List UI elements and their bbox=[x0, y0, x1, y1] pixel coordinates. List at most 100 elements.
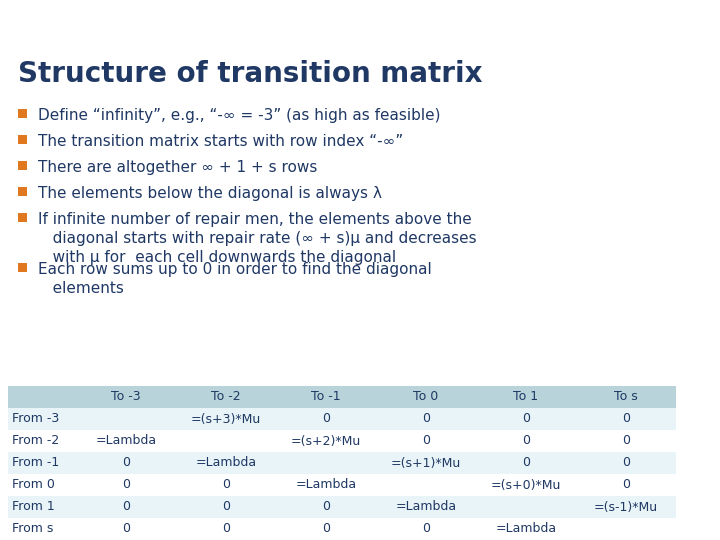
Text: To -2: To -2 bbox=[211, 390, 240, 403]
Bar bbox=[8, 474, 76, 496]
Text: From 0: From 0 bbox=[12, 478, 55, 491]
Bar bbox=[8, 386, 76, 408]
Text: =Lambda: =Lambda bbox=[395, 501, 456, 514]
Bar bbox=[76, 452, 176, 474]
Text: 0: 0 bbox=[122, 523, 130, 536]
Text: =Lambda: =Lambda bbox=[195, 456, 256, 469]
FancyBboxPatch shape bbox=[18, 161, 27, 170]
Bar bbox=[576, 452, 676, 474]
Text: Structure of transition matrix: Structure of transition matrix bbox=[18, 60, 482, 88]
Text: To s: To s bbox=[614, 390, 638, 403]
Text: 0: 0 bbox=[222, 523, 230, 536]
Text: 0: 0 bbox=[222, 501, 230, 514]
Text: 0: 0 bbox=[322, 501, 330, 514]
Bar bbox=[276, 430, 376, 452]
Text: 0: 0 bbox=[622, 413, 630, 426]
Bar bbox=[176, 386, 276, 408]
FancyBboxPatch shape bbox=[18, 109, 27, 118]
FancyBboxPatch shape bbox=[18, 135, 27, 144]
Bar bbox=[8, 408, 76, 430]
Bar bbox=[176, 408, 276, 430]
Text: To 0: To 0 bbox=[413, 390, 438, 403]
Text: 0: 0 bbox=[122, 501, 130, 514]
Text: To 1: To 1 bbox=[513, 390, 539, 403]
Bar bbox=[276, 408, 376, 430]
Text: 0: 0 bbox=[622, 478, 630, 491]
Bar bbox=[176, 430, 276, 452]
Bar bbox=[8, 452, 76, 474]
Text: =(s+0)*Mu: =(s+0)*Mu bbox=[491, 478, 561, 491]
Text: The elements below the diagonal is always λ: The elements below the diagonal is alway… bbox=[38, 186, 382, 201]
Bar bbox=[376, 386, 476, 408]
Bar bbox=[176, 474, 276, 496]
FancyBboxPatch shape bbox=[18, 213, 27, 222]
Bar bbox=[276, 386, 376, 408]
Text: From 1: From 1 bbox=[12, 501, 55, 514]
Bar bbox=[376, 496, 476, 518]
Bar bbox=[76, 408, 176, 430]
Text: 0: 0 bbox=[622, 456, 630, 469]
Bar bbox=[76, 518, 176, 540]
Bar bbox=[276, 452, 376, 474]
Text: =Lambda: =Lambda bbox=[495, 523, 557, 536]
Bar bbox=[176, 452, 276, 474]
Text: 0: 0 bbox=[322, 413, 330, 426]
Text: To -3: To -3 bbox=[111, 390, 141, 403]
Bar bbox=[576, 518, 676, 540]
Text: =Lambda: =Lambda bbox=[96, 435, 156, 448]
Bar bbox=[576, 386, 676, 408]
FancyBboxPatch shape bbox=[18, 263, 27, 272]
Bar bbox=[76, 430, 176, 452]
Text: 0: 0 bbox=[422, 523, 430, 536]
Text: From -1: From -1 bbox=[12, 456, 59, 469]
Bar bbox=[376, 474, 476, 496]
Text: =(s+1)*Mu: =(s+1)*Mu bbox=[391, 456, 461, 469]
FancyBboxPatch shape bbox=[18, 187, 27, 196]
Text: =(s+2)*Mu: =(s+2)*Mu bbox=[291, 435, 361, 448]
Bar bbox=[276, 474, 376, 496]
Bar bbox=[176, 496, 276, 518]
Text: 0: 0 bbox=[122, 456, 130, 469]
Bar bbox=[376, 430, 476, 452]
Bar bbox=[476, 430, 576, 452]
Bar bbox=[8, 518, 76, 540]
Text: 0: 0 bbox=[522, 413, 530, 426]
Bar bbox=[276, 518, 376, 540]
Bar bbox=[376, 408, 476, 430]
Bar bbox=[476, 386, 576, 408]
Text: =Lambda: =Lambda bbox=[295, 478, 356, 491]
Bar bbox=[76, 386, 176, 408]
Text: 0: 0 bbox=[222, 478, 230, 491]
Bar bbox=[576, 496, 676, 518]
Text: From -3: From -3 bbox=[12, 413, 59, 426]
Bar bbox=[76, 474, 176, 496]
Bar bbox=[376, 452, 476, 474]
Text: From -2: From -2 bbox=[12, 435, 59, 448]
Bar bbox=[8, 430, 76, 452]
Text: 0: 0 bbox=[422, 413, 430, 426]
Text: 0: 0 bbox=[522, 435, 530, 448]
Bar bbox=[376, 518, 476, 540]
Bar bbox=[76, 496, 176, 518]
Text: Define “infinity”, e.g., “-∞ = -3” (as high as feasible): Define “infinity”, e.g., “-∞ = -3” (as h… bbox=[38, 108, 441, 123]
Text: 0: 0 bbox=[322, 523, 330, 536]
Text: 0: 0 bbox=[122, 478, 130, 491]
Text: 0: 0 bbox=[422, 435, 430, 448]
Bar bbox=[276, 496, 376, 518]
Bar bbox=[176, 518, 276, 540]
Bar bbox=[576, 408, 676, 430]
Bar bbox=[8, 496, 76, 518]
Text: If infinite number of repair men, the elements above the
   diagonal starts with: If infinite number of repair men, the el… bbox=[38, 212, 477, 265]
Bar bbox=[476, 408, 576, 430]
Bar bbox=[576, 430, 676, 452]
Text: 0: 0 bbox=[522, 456, 530, 469]
Bar bbox=[476, 518, 576, 540]
Text: Each row sums up to 0 in order to find the diagonal
   elements: Each row sums up to 0 in order to find t… bbox=[38, 262, 432, 296]
Bar bbox=[476, 496, 576, 518]
Text: From s: From s bbox=[12, 523, 53, 536]
Text: 0: 0 bbox=[622, 435, 630, 448]
Text: To -1: To -1 bbox=[311, 390, 341, 403]
Bar bbox=[576, 474, 676, 496]
Text: =(s+3)*Mu: =(s+3)*Mu bbox=[191, 413, 261, 426]
Text: =(s-1)*Mu: =(s-1)*Mu bbox=[594, 501, 658, 514]
